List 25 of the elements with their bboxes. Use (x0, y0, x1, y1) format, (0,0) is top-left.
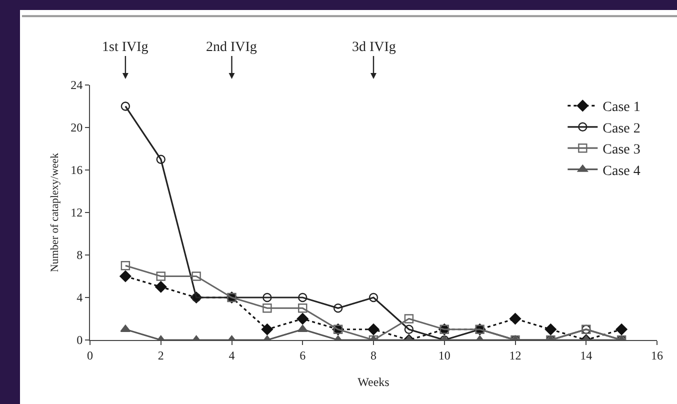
x-tick-label: 4 (228, 348, 235, 362)
y-tick-label: 12 (70, 206, 83, 220)
y-axis-title: Number of cataplexy/week (49, 152, 61, 272)
x-tick-label: 8 (370, 348, 376, 362)
x-tick-label: 6 (300, 348, 306, 362)
x-axis-title: Weeks (358, 375, 390, 389)
legend-label: Case 4 (602, 164, 640, 179)
x-tick-label: 0 (87, 348, 93, 362)
x-tick-label: 10 (438, 348, 450, 362)
legend-label: Case 1 (602, 100, 640, 116)
x-tick-label: 16 (651, 348, 663, 362)
legend-label: Case 2 (602, 121, 640, 136)
x-tick-label: 12 (509, 348, 522, 362)
y-tick-label: 4 (76, 290, 83, 305)
y-tick-label: 24 (70, 78, 83, 92)
ref-line-label: 3d IVIg (352, 40, 396, 55)
x-tick-label: 14 (580, 348, 592, 362)
y-tick-label: 8 (76, 248, 83, 262)
legend-label: Case 3 (602, 142, 640, 158)
ref-line-label: 1st IVIg (102, 40, 148, 55)
y-tick-label: 20 (70, 120, 83, 135)
x-tick-label: 2 (158, 348, 164, 362)
y-tick-label: 0 (76, 333, 83, 348)
ref-line-label: 2nd IVIg (206, 40, 257, 55)
y-tick-label: 16 (70, 163, 83, 178)
